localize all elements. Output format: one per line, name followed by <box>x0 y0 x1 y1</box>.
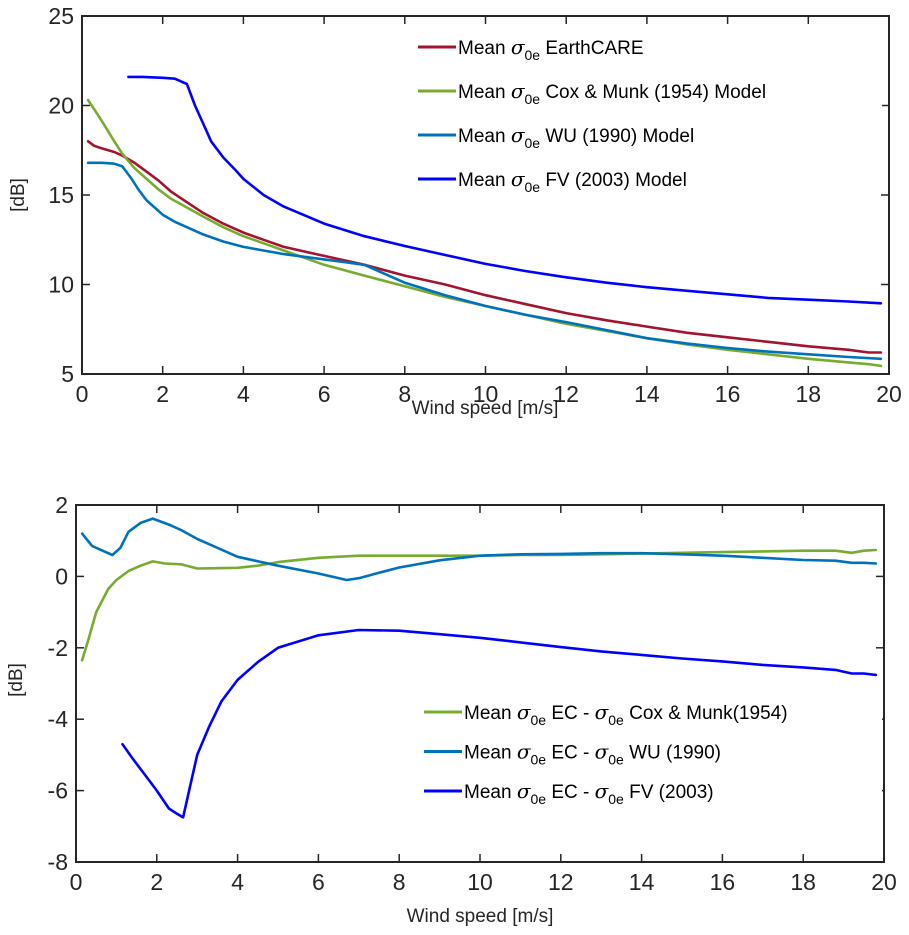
bottom-legend-label-1: Mean σ0e EC - σ0e WU (1990) <box>464 740 721 768</box>
bottom-series-lines <box>80 517 878 819</box>
bottom-x-tick-label: 6 <box>312 869 325 895</box>
bottom-series-line-1 <box>80 517 878 582</box>
top-y-tick-label: 5 <box>61 361 74 387</box>
top-series-line-3 <box>127 75 883 305</box>
top-series-line-2 <box>86 161 883 361</box>
bottom-series-line-2 <box>121 628 878 819</box>
bottom-legend: Mean σ0e EC - σ0e Cox & Munk(1954) Mean … <box>412 690 882 814</box>
top-series-line-0 <box>86 140 883 354</box>
top-y-tick-label: 15 <box>48 182 74 208</box>
top-x-axis-label: Wind speed [m/s] <box>412 398 559 419</box>
top-x-tick-label: 16 <box>715 381 741 407</box>
bottom-axis-ticks: 0 2 4 6 8 10 12 14 16 18 20 -8 -6 -4 -2 0 2 <box>48 492 897 895</box>
top-legend: Mean σ0e EarthCARE Mean σ0e Cox & Munk (… <box>406 26 882 195</box>
top-legend-box <box>406 26 882 194</box>
top-x-tick-label: 14 <box>634 381 660 407</box>
bottom-y-axis-label: [dB] <box>6 663 27 697</box>
bottom-x-tick-label: 14 <box>629 869 655 895</box>
bottom-legend-label-0: Mean σ0e EC - σ0e Cox & Munk(1954) <box>464 700 788 728</box>
top-x-tick-label: 4 <box>237 381 250 407</box>
bottom-x-tick-label: 16 <box>710 869 736 895</box>
bottom-y-tick-label: -6 <box>48 778 68 804</box>
bottom-x-tick-label: 12 <box>548 869 574 895</box>
bottom-x-tick-label: 4 <box>231 869 244 895</box>
top-x-tick-label: 0 <box>76 381 89 407</box>
top-x-tick-label: 12 <box>553 381 579 407</box>
bottom-x-tick-label: 20 <box>871 869 897 895</box>
top-legend-label-2: Mean σ0e WU (1990) Model <box>458 123 694 151</box>
top-x-tick-label: 10 <box>473 381 499 407</box>
top-y-tick-label: 20 <box>48 93 74 119</box>
bottom-x-tick-label: 18 <box>790 869 816 895</box>
top-chart: 0 2 4 6 8 10 12 14 16 18 20 5 10 15 20 25 Wind speed [m… <box>8 3 902 419</box>
bottom-y-tick-label: -8 <box>48 849 68 875</box>
bottom-x-tick-label: 8 <box>393 869 406 895</box>
bottom-y-tick-label: 2 <box>55 492 68 518</box>
top-legend-label-1: Mean σ0e Cox & Munk (1954) Model <box>458 79 766 107</box>
bottom-x-axis-label: Wind speed [m/s] <box>407 906 554 927</box>
top-x-tick-label: 18 <box>796 381 822 407</box>
top-x-tick-label: 8 <box>398 381 411 407</box>
top-series-line-1 <box>86 98 883 368</box>
top-y-tick-label: 25 <box>48 3 74 29</box>
bottom-x-tick-label: 2 <box>150 869 163 895</box>
top-legend-label-3: Mean σ0e FV (2003) Model <box>458 167 687 195</box>
bottom-x-tick-label: 0 <box>70 869 83 895</box>
bottom-chart: 0 2 4 6 8 10 12 14 16 18 20 -8 -6 -4 -2 0 2 Wind speed [… <box>6 492 897 927</box>
bottom-y-tick-label: -4 <box>48 706 69 732</box>
bottom-y-tick-label: 0 <box>55 563 68 589</box>
bottom-legend-label-2: Mean σ0e EC - σ0e FV (2003) <box>464 779 714 807</box>
bottom-series-line-0 <box>80 548 878 662</box>
top-x-tick-label: 20 <box>876 381 902 407</box>
bottom-y-tick-label: -2 <box>48 635 68 661</box>
top-y-axis-label: [dB] <box>8 178 29 212</box>
top-y-tick-label: 10 <box>48 272 74 298</box>
top-x-tick-label: 2 <box>156 381 169 407</box>
bottom-legend-box <box>412 690 882 814</box>
top-legend-label-0: Mean σ0e EarthCARE <box>458 35 644 63</box>
top-x-tick-label: 6 <box>318 381 331 407</box>
top-axis-ticks: 0 2 4 6 8 10 12 14 16 18 20 5 10 15 20 25 <box>48 3 901 407</box>
bottom-x-tick-label: 10 <box>467 869 493 895</box>
top-series-lines <box>86 75 883 368</box>
